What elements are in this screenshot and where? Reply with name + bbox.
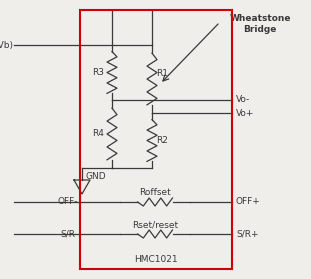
Text: R1: R1 — [156, 69, 168, 78]
Text: Vo-: Vo- — [236, 95, 250, 105]
Text: bridge (Vb): bridge (Vb) — [0, 40, 13, 49]
Text: R3: R3 — [92, 68, 104, 77]
Text: Wheatstone
Bridge: Wheatstone Bridge — [229, 14, 291, 34]
Text: S/R+: S/R+ — [236, 230, 258, 239]
Text: HMC1021: HMC1021 — [134, 255, 178, 264]
Text: GND: GND — [86, 172, 107, 181]
Text: Rset/reset: Rset/reset — [132, 220, 178, 229]
Bar — [80, 10, 232, 269]
Text: OFF+: OFF+ — [236, 198, 261, 206]
Text: Roffset: Roffset — [139, 188, 171, 197]
Text: R2: R2 — [156, 136, 168, 145]
Text: OFF-: OFF- — [58, 198, 78, 206]
Text: S/R-: S/R- — [60, 230, 78, 239]
Text: R4: R4 — [92, 129, 104, 138]
Text: Vo+: Vo+ — [236, 109, 254, 117]
